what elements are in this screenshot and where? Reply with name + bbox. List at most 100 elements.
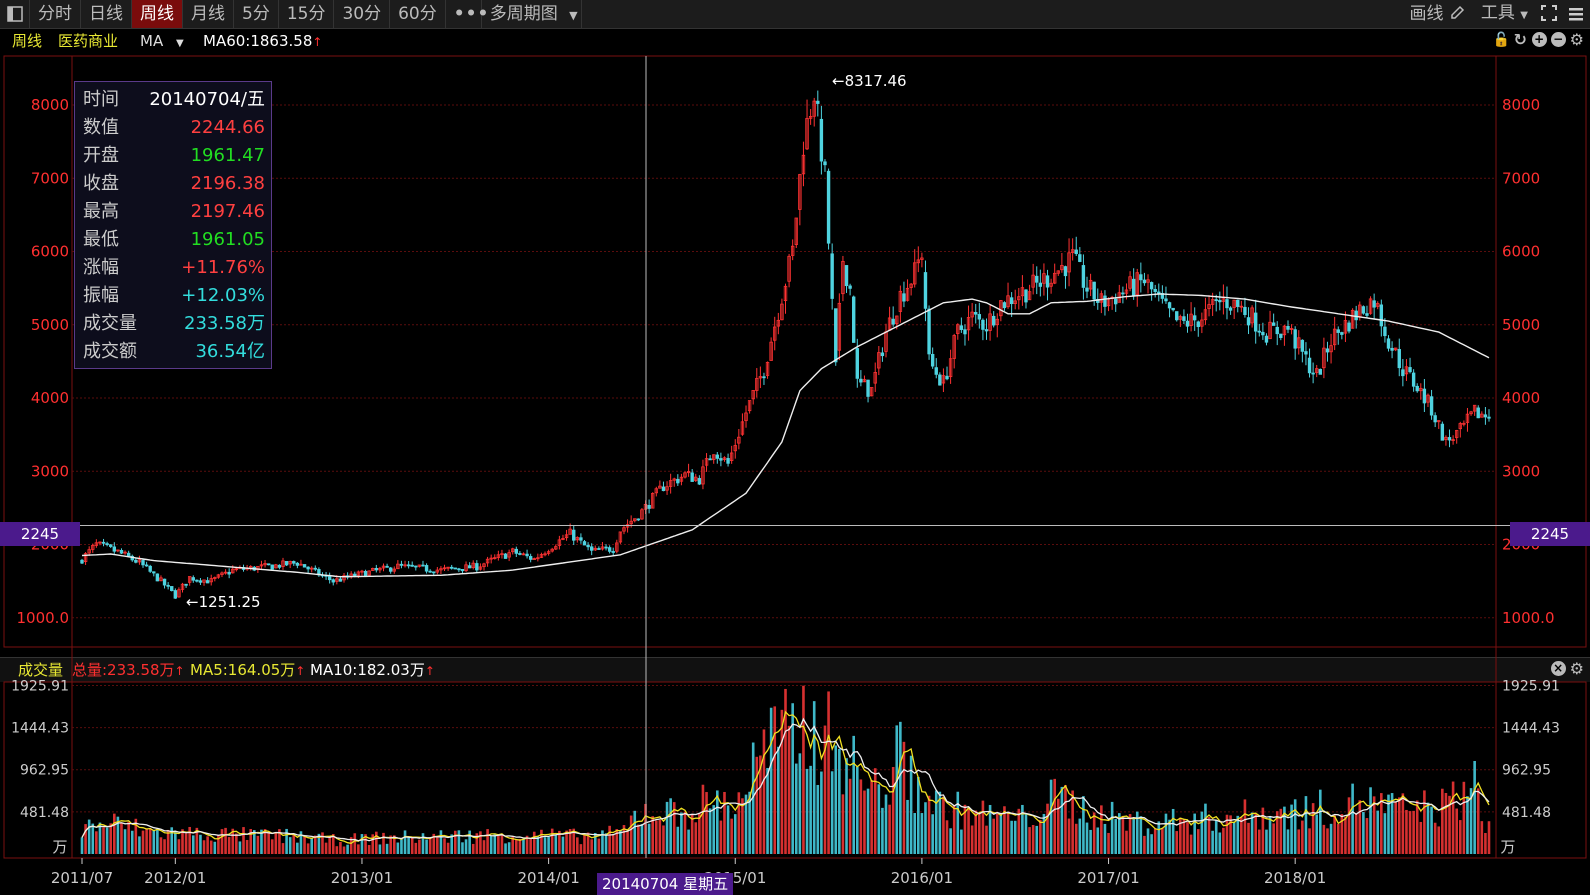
tab-5min[interactable]: 5分: [234, 0, 279, 28]
settings-gear-icon[interactable]: ⚙: [1569, 659, 1584, 678]
volume-bar: [1297, 829, 1301, 854]
volume-bar: [1376, 810, 1380, 854]
candle-body: [1214, 299, 1218, 302]
volume-bar: [554, 835, 558, 854]
volume-bar: [672, 802, 676, 854]
volume-bar: [1301, 820, 1304, 854]
price-tick-label-left: 1000.0: [17, 609, 70, 627]
candle-body: [220, 572, 224, 575]
volume-bar: [1053, 778, 1056, 854]
candle-body: [948, 358, 953, 378]
zoom-out-icon[interactable]: −: [1550, 32, 1566, 47]
volume-bar: [601, 830, 604, 854]
volume-bar: [174, 831, 177, 854]
candle-body: [180, 583, 185, 590]
candle-body: [191, 577, 195, 581]
menu-icon: [1569, 8, 1583, 21]
candle-body: [467, 565, 472, 569]
candle-body: [891, 318, 895, 325]
layout-toggle-button[interactable]: [0, 0, 30, 28]
volume-bar: [1060, 786, 1064, 854]
volume-bar: [870, 780, 873, 854]
volume-bar: [812, 701, 816, 854]
volume-bar: [1354, 813, 1358, 854]
volume-bar: [985, 825, 988, 854]
tab-30min[interactable]: 30分: [334, 0, 391, 28]
candle-body: [1052, 272, 1057, 284]
volume-bar: [80, 837, 84, 854]
draw-line-button[interactable]: 画线: [1401, 0, 1472, 28]
volume-bar: [1121, 815, 1125, 854]
candle-body: [460, 569, 465, 572]
x-tick-label: 2013/01: [331, 869, 393, 887]
volume-bar: [748, 791, 751, 854]
price-tick-label-right: 4000: [1502, 389, 1540, 407]
volume-bar: [497, 835, 500, 854]
volume-bar: [177, 839, 181, 854]
volume-bar: [1132, 819, 1135, 854]
tab-15min[interactable]: 15分: [279, 0, 335, 28]
candle-body: [575, 537, 580, 541]
volume-bar: [206, 836, 209, 854]
candle-body: [930, 353, 935, 367]
multi-period-dropdown[interactable]: 多周期图 ▼: [482, 0, 582, 28]
volume-bar: [349, 837, 353, 854]
candle-body: [421, 564, 425, 567]
x-tick-label: 2016/01: [891, 869, 953, 887]
tab-daily[interactable]: 日线: [81, 0, 132, 28]
volume-bar: [328, 836, 331, 854]
volume-bar: [342, 846, 346, 854]
volume-bar: [410, 836, 414, 854]
candle-body: [518, 553, 522, 555]
volume-bar: [1412, 810, 1415, 854]
volume-bar: [888, 804, 891, 854]
candle-body: [1185, 320, 1190, 327]
volume-bar: [680, 812, 683, 854]
zoom-in-icon[interactable]: +: [1531, 32, 1547, 47]
price-pane-border: [3, 55, 1587, 648]
volume-bar: [414, 842, 418, 854]
settings-gear-icon[interactable]: ⚙: [1569, 30, 1584, 49]
more-periods-button[interactable]: •••: [446, 0, 488, 28]
refresh-icon[interactable]: ↻: [1513, 30, 1527, 49]
volume-ma10: MA10:182.03万↑: [310, 661, 435, 679]
candle-body: [1157, 291, 1161, 294]
lock-icon[interactable]: 🔓: [1492, 32, 1511, 48]
volume-bar: [590, 839, 593, 854]
candle-body: [1354, 310, 1358, 321]
arrow-up-icon: ↑: [424, 664, 435, 678]
tools-dropdown[interactable]: 工具 ▼: [1473, 0, 1536, 30]
volume-bar: [1118, 813, 1121, 854]
tab-weekly[interactable]: 周线: [132, 0, 183, 28]
tab-fenshi[interactable]: 分时: [30, 0, 81, 28]
fullscreen-button[interactable]: [1536, 0, 1562, 28]
candle-body: [1013, 300, 1017, 305]
volume-bar: [866, 788, 870, 854]
volume-bar: [1394, 802, 1397, 854]
volume-bar: [87, 819, 91, 854]
candle-body: [837, 302, 842, 351]
volume-bar: [256, 835, 260, 854]
volume-bar: [1437, 826, 1441, 854]
candle-body: [862, 379, 867, 383]
candle-body: [306, 566, 310, 570]
volume-bar: [873, 768, 877, 854]
candle-body: [1465, 413, 1470, 423]
candle-body: [765, 361, 770, 376]
candle-body: [733, 445, 737, 452]
candle-body: [464, 564, 468, 572]
chart-menu-button[interactable]: [1562, 0, 1590, 28]
candle-body: [511, 548, 515, 553]
tab-monthly[interactable]: 月线: [183, 0, 234, 28]
volume-bar: [389, 835, 392, 854]
indicator-selector[interactable]: MA ▼: [140, 29, 184, 56]
candle-body: [974, 312, 978, 315]
tooltip-value: 233.58万: [184, 313, 265, 334]
candle-body: [712, 454, 716, 461]
candle-body: [446, 566, 450, 569]
close-icon[interactable]: ×: [1550, 661, 1566, 676]
tab-60min[interactable]: 60分: [390, 0, 446, 28]
candle-body: [205, 580, 210, 584]
volume-bar: [852, 735, 855, 854]
